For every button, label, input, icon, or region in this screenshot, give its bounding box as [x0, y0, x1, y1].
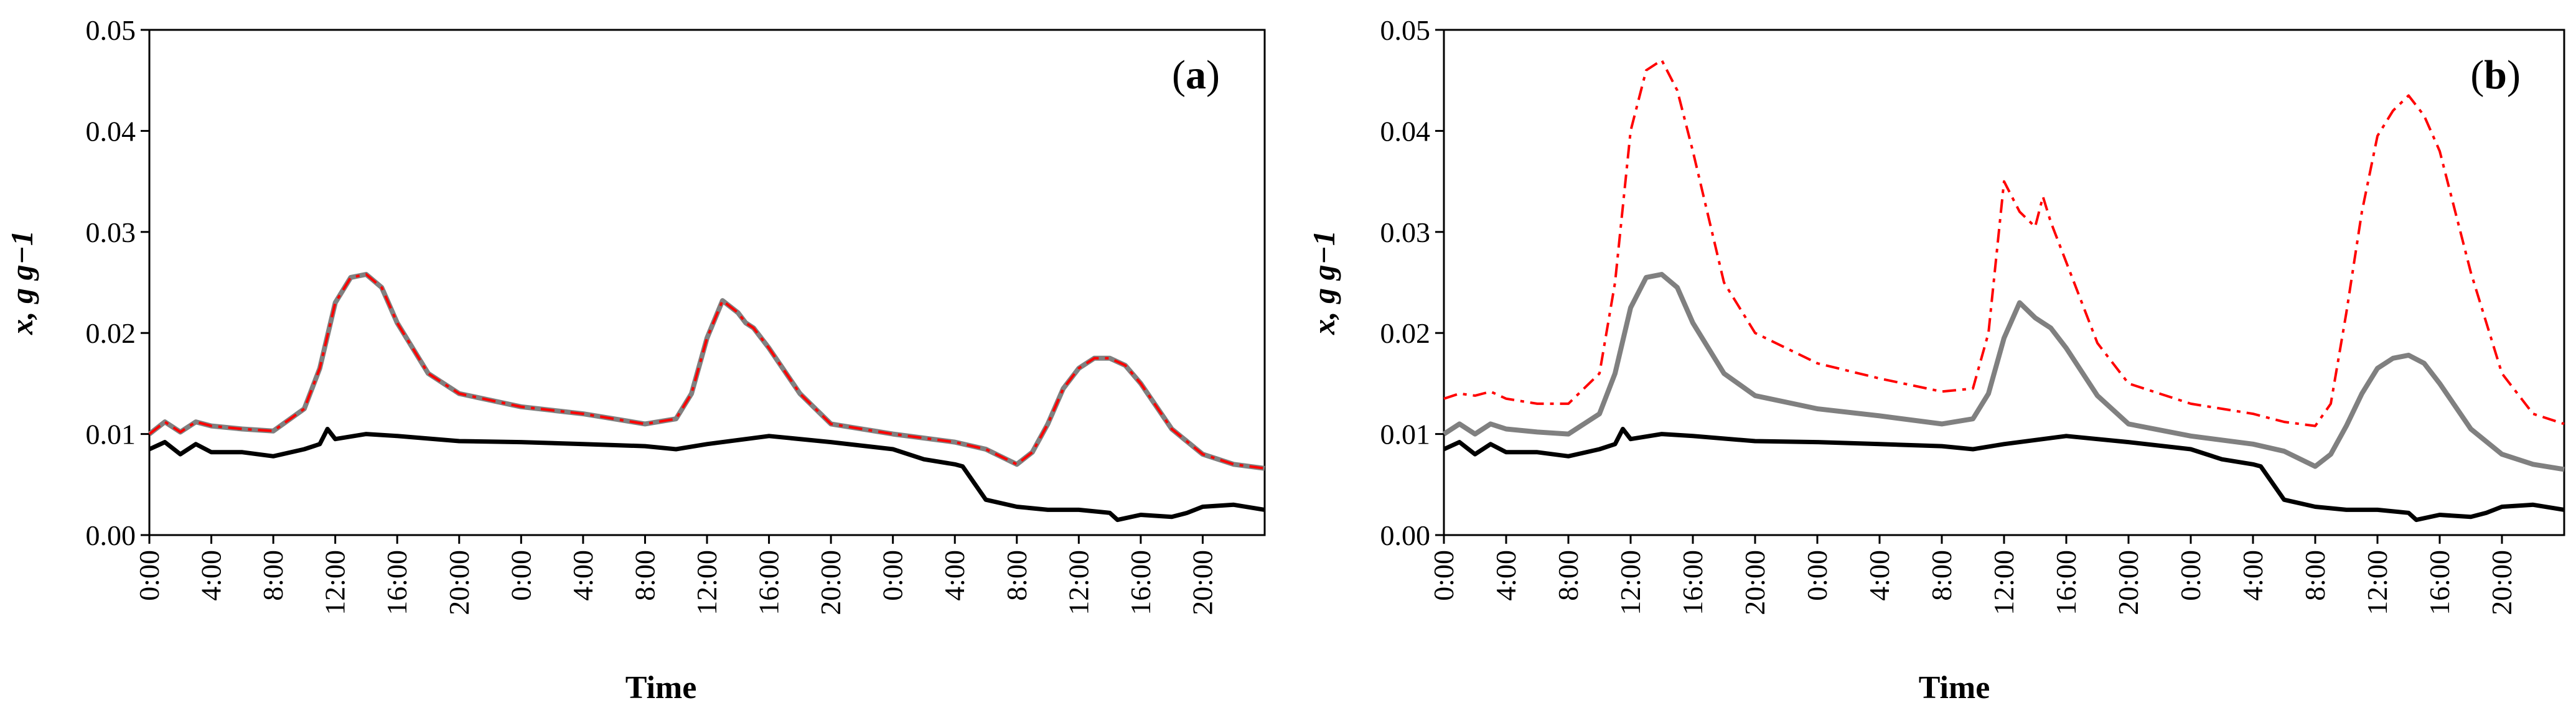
- series-a: [148, 272, 1265, 523]
- x-tick-label: 16:00: [2424, 550, 2455, 615]
- panel-label-a: (a): [1172, 52, 1220, 98]
- x-ticks-a: 0:00 4:00 8:00 12:00 16:00 20:00 0:00 4:00 8:00 1…: [133, 535, 1218, 615]
- plot-area-a: [148, 29, 1266, 536]
- x-tick-label: 20:00: [815, 550, 846, 615]
- x-tick-label: 4:00: [939, 550, 970, 601]
- plot-area-b: [1443, 29, 2565, 536]
- x-axis-label-a: Time: [625, 670, 697, 706]
- x-tick-label: 16:00: [1125, 550, 1156, 615]
- x-tick-label: 0:00: [1801, 550, 1833, 601]
- y-tick-label: 0.01: [1380, 419, 1431, 450]
- x-tick-label: 0:00: [1428, 550, 1459, 601]
- y-tick-label: 0.02: [1380, 317, 1431, 349]
- x-tick-label: 12:00: [1988, 550, 2020, 615]
- y-ticks-a: 0.00 0.01 0.02 0.03 0.04 0.05: [86, 14, 149, 551]
- y-tick-label: 0.00: [86, 520, 136, 551]
- x-tick-label: 16:00: [381, 550, 413, 615]
- x-tick-label: 12:00: [1614, 550, 1646, 615]
- x-tick-label: 0:00: [505, 550, 536, 601]
- y-tick-label: 0.03: [1380, 217, 1431, 248]
- x-tick-label: 20:00: [1739, 550, 1771, 615]
- series-line-red: [148, 273, 1265, 470]
- x-tick-label: 8:00: [1552, 550, 1584, 601]
- y-tick-label: 0.01: [86, 419, 136, 450]
- series-line-black: [1443, 427, 2565, 523]
- x-tick-label: 20:00: [1186, 550, 1218, 615]
- y-tick-label: 0.04: [1380, 115, 1431, 147]
- panel-b: 0.00 0.01 0.02 0.03 0.04 0.05 0:00 4:00 8:00 12:…: [1306, 14, 2565, 706]
- x-ticks-b: 0:00 4:00 8:00 12:00 16:00 20:00 0:00 4:00 8:00 1…: [1428, 535, 2517, 615]
- y-tick-label: 0.00: [1380, 520, 1431, 551]
- x-tick-label: 20:00: [2112, 550, 2144, 615]
- x-tick-label: 4:00: [1490, 550, 1522, 601]
- y-axis-label-a: x, g g−1: [4, 230, 39, 335]
- y-tick-label: 0.05: [86, 14, 136, 46]
- y-ticks-b: 0.00 0.01 0.02 0.03 0.04 0.05: [1380, 14, 1444, 551]
- x-tick-label: 0:00: [2175, 550, 2206, 601]
- panel-label-b: (b): [2470, 52, 2521, 98]
- x-tick-label: 8:00: [629, 550, 660, 601]
- y-tick-label: 0.04: [86, 115, 136, 147]
- x-tick-label: 8:00: [1001, 550, 1033, 601]
- x-tick-label: 4:00: [195, 550, 227, 601]
- x-tick-label: 20:00: [443, 550, 475, 615]
- x-tick-label: 12:00: [2361, 550, 2393, 615]
- x-tick-label: 12:00: [691, 550, 723, 615]
- x-tick-label: 0:00: [133, 550, 165, 601]
- x-tick-label: 12:00: [1062, 550, 1094, 615]
- x-axis-label-b: Time: [1919, 670, 1990, 706]
- series-line-gray: [1442, 272, 2565, 472]
- x-tick-label: 4:00: [2237, 550, 2269, 601]
- x-tick-label: 0:00: [877, 550, 909, 601]
- series-b: [1442, 58, 2565, 523]
- series-line-black: [148, 427, 1265, 523]
- y-tick-label: 0.02: [86, 317, 136, 349]
- x-tick-label: 16:00: [1677, 550, 1708, 615]
- y-axis-label-b: x, g g−1: [1306, 230, 1341, 335]
- y-tick-label: 0.03: [86, 217, 136, 248]
- x-tick-label: 20:00: [2486, 550, 2517, 615]
- panel-a: 0.00 0.01 0.02 0.03 0.04 0.05 0:00 4:00 8:00 12:…: [4, 14, 1266, 706]
- series-line-gray: [148, 272, 1265, 471]
- y-tick-label: 0.05: [1380, 14, 1431, 46]
- x-tick-label: 12:00: [319, 550, 351, 615]
- series-line-red: [1443, 58, 2565, 427]
- x-tick-label: 8:00: [1926, 550, 1957, 601]
- x-tick-label: 4:00: [567, 550, 599, 601]
- x-tick-label: 16:00: [753, 550, 785, 615]
- x-tick-label: 16:00: [2050, 550, 2082, 615]
- x-tick-label: 4:00: [1863, 550, 1895, 601]
- x-tick-label: 8:00: [257, 550, 289, 601]
- x-tick-label: 8:00: [2299, 550, 2331, 601]
